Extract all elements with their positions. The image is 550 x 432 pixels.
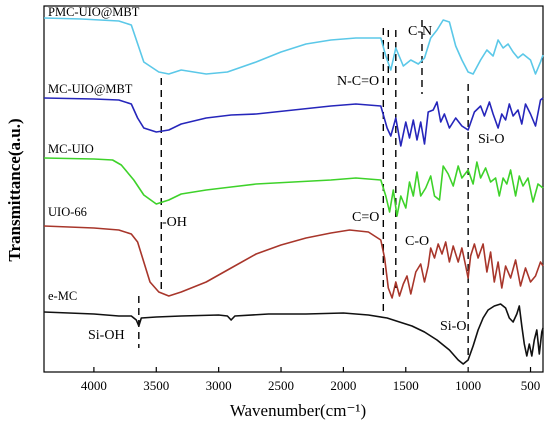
peak-annotation: C=O <box>352 210 379 225</box>
x-tick-label: 2000 <box>330 378 356 393</box>
annotations: -OH C=O C-O N-C=O C-N Si-O Si-O Si-OH <box>88 24 504 343</box>
series-line-4 <box>43 303 544 365</box>
series-line-2 <box>43 157 544 217</box>
series-line-1 <box>43 97 544 147</box>
series-line-0 <box>43 17 544 75</box>
peak-annotation: Si-O <box>478 132 504 147</box>
x-tick-label: 4000 <box>81 378 107 393</box>
plot-frame <box>43 5 544 373</box>
series-labels: PMC-UIO@MBT MC-UIO@MBT MC-UIO UIO-66 e-MC <box>48 5 140 303</box>
y-axis-label: Transmittance(a.u.) <box>5 118 24 261</box>
x-tick-label: 500 <box>521 378 541 393</box>
series-label: MC-UIO@MBT <box>48 82 133 96</box>
series-label: UIO-66 <box>48 205 87 219</box>
x-tick-label: 1500 <box>393 378 419 393</box>
peak-annotation: C-O <box>405 234 429 249</box>
peak-annotation: Si-OH <box>88 328 125 343</box>
x-tick-label: 2500 <box>268 378 294 393</box>
x-tick-label: 3000 <box>206 378 232 393</box>
x-tick-label: 3500 <box>143 378 169 393</box>
series-group <box>43 17 544 365</box>
series-label: e-MC <box>48 289 77 303</box>
peak-annotation: -OH <box>162 215 187 230</box>
peak-annotation: C-N <box>408 24 432 39</box>
series-label: MC-UIO <box>48 142 94 156</box>
x-axis-label: Wavenumber(cm⁻¹) <box>230 401 366 420</box>
peak-annotation: Si-O <box>440 319 466 334</box>
series-line-3 <box>43 225 544 299</box>
x-axis-ticks: 4000 3500 3000 2500 2000 1500 1000 500 <box>81 367 540 393</box>
reference-lines <box>138 20 469 360</box>
series-label: PMC-UIO@MBT <box>48 5 140 19</box>
peak-annotation: N-C=O <box>337 74 379 89</box>
x-tick-label: 1000 <box>455 378 481 393</box>
